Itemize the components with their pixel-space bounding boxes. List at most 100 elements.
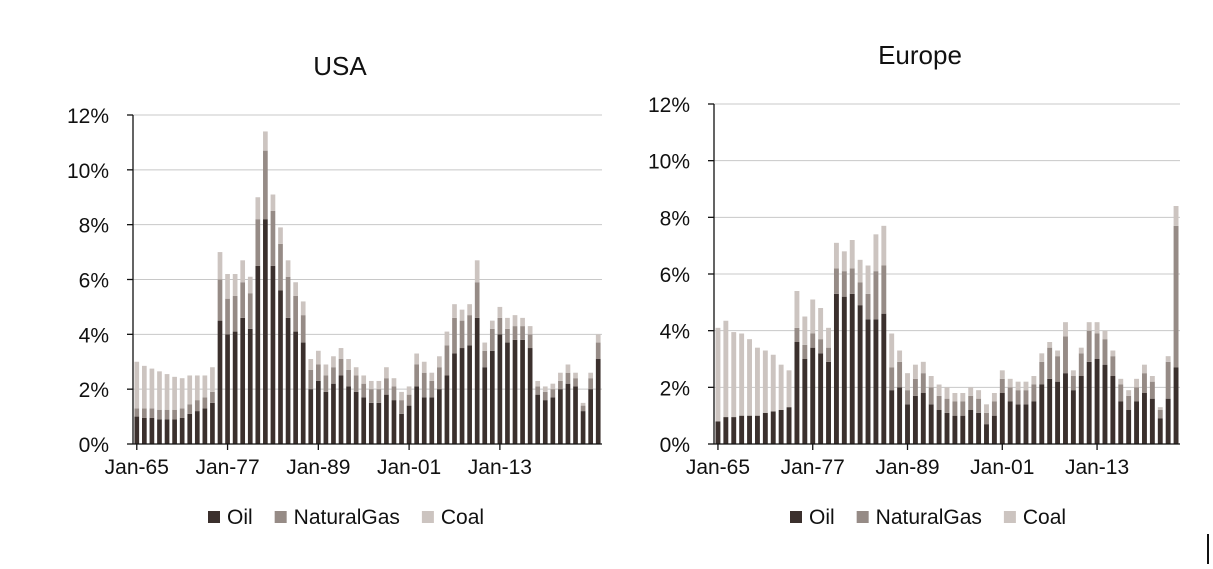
bar-segment-coal bbox=[897, 350, 903, 362]
bar-segment-oil bbox=[786, 407, 792, 444]
bar-segment-natural-gas bbox=[1086, 330, 1092, 362]
bar-segment-oil bbox=[1007, 401, 1013, 444]
bar-segment-natural-gas bbox=[991, 401, 997, 416]
bar-segment-coal bbox=[520, 317, 525, 327]
bar-segment-coal bbox=[747, 339, 752, 416]
bar-segment-oil bbox=[142, 417, 147, 444]
bar-segment-coal bbox=[542, 386, 548, 392]
bar-segment-natural-gas bbox=[881, 265, 887, 314]
bar-segment-coal bbox=[912, 364, 918, 379]
bar-segment-oil bbox=[952, 415, 958, 444]
bar-segment-coal bbox=[786, 370, 792, 408]
legend-swatch-oil bbox=[208, 511, 220, 523]
bar-segment-natural-gas bbox=[527, 334, 533, 349]
bar-segment-oil bbox=[1047, 378, 1053, 444]
bar-segment-natural-gas bbox=[1149, 381, 1155, 399]
bar-segment-oil bbox=[558, 389, 563, 444]
bar-segment-natural-gas bbox=[429, 380, 435, 398]
bar-segment-coal bbox=[414, 353, 420, 365]
bar-segment-coal bbox=[1023, 381, 1029, 391]
bar-segment-oil bbox=[897, 387, 903, 444]
bar-segment-oil bbox=[437, 389, 442, 444]
bar-segment-oil bbox=[984, 424, 989, 444]
bar-segment-natural-gas bbox=[293, 295, 298, 332]
bar-segment-coal bbox=[437, 356, 442, 368]
bar-segment-oil bbox=[936, 410, 942, 444]
bar-segment-natural-gas bbox=[897, 361, 903, 388]
bar-segment-coal bbox=[315, 350, 321, 365]
bar-segment-coal bbox=[715, 327, 721, 422]
bar-segment-coal bbox=[826, 327, 831, 348]
bar-segment-natural-gas bbox=[1063, 336, 1068, 374]
bar-segment-oil bbox=[202, 408, 208, 444]
bar-segment-natural-gas bbox=[361, 383, 367, 398]
bar-segment-natural-gas bbox=[437, 367, 442, 390]
y-tick-label: 12% bbox=[648, 94, 690, 117]
bar-segment-coal bbox=[1039, 353, 1045, 362]
bar-segment-coal bbox=[149, 368, 155, 409]
bar-segment-natural-gas bbox=[240, 282, 246, 318]
bar-segment-coal bbox=[1118, 378, 1124, 385]
bar-segment-coal bbox=[489, 320, 495, 329]
bar-segment-natural-gas bbox=[308, 369, 314, 390]
bar-segment-oil bbox=[1031, 401, 1037, 444]
bar-segment-coal bbox=[331, 356, 336, 368]
bar-segment-natural-gas bbox=[810, 333, 816, 348]
chart-europe: Europe 0% 2% 4% 6% 8% 10% 12% Jan-65 Jan-77 Jan-… bbox=[648, 40, 1180, 529]
bar-segment-natural-gas bbox=[595, 342, 601, 360]
bar-segment-oil bbox=[1173, 367, 1179, 444]
bar-segment-coal bbox=[1157, 407, 1163, 410]
bar-segment-natural-gas bbox=[512, 326, 518, 340]
bar-segment-oil bbox=[905, 404, 910, 444]
bar-segment-natural-gas bbox=[444, 345, 450, 376]
x-tick-label: Jan-77 bbox=[781, 456, 845, 479]
bar-segment-natural-gas bbox=[580, 405, 586, 412]
bar-segment-coal bbox=[225, 274, 230, 299]
bar-segment-oil bbox=[778, 410, 784, 444]
bar-segment-natural-gas bbox=[489, 328, 495, 351]
x-tick-label: Jan-01 bbox=[970, 456, 1034, 479]
bar-segment-coal bbox=[293, 282, 298, 296]
bar-segment-oil bbox=[1118, 401, 1124, 444]
bar-segment-natural-gas bbox=[179, 408, 185, 418]
legend-label: NaturalGas bbox=[876, 506, 982, 529]
bar-segment-natural-gas bbox=[1102, 339, 1108, 365]
bar-segment-coal bbox=[595, 334, 601, 343]
bar-segment-coal bbox=[164, 374, 170, 410]
bar-segment-coal bbox=[865, 265, 871, 294]
bar-segment-oil bbox=[794, 342, 800, 444]
legend-swatch-natural-gas bbox=[274, 511, 287, 523]
bar-segment-coal bbox=[991, 393, 997, 402]
bar-segment-oil bbox=[723, 417, 729, 444]
bar-segment-natural-gas bbox=[999, 378, 1005, 393]
bar-segment-coal bbox=[1078, 347, 1084, 354]
bar-segment-coal bbox=[210, 367, 215, 392]
bar-segment-oil bbox=[715, 421, 721, 444]
x-tick-label: Jan-01 bbox=[377, 456, 441, 479]
bar-segment-natural-gas bbox=[1142, 373, 1147, 393]
bar-segment-natural-gas bbox=[944, 398, 950, 413]
bar-segment-natural-gas bbox=[920, 373, 926, 393]
bar-segment-natural-gas bbox=[194, 400, 200, 412]
bar-segment-coal bbox=[857, 259, 863, 283]
bar-segment-natural-gas bbox=[794, 327, 800, 342]
bar-segment-coal bbox=[580, 402, 586, 406]
bar-segment-natural-gas bbox=[338, 359, 344, 376]
bar-segment-coal bbox=[818, 308, 824, 340]
bar-segment-oil bbox=[361, 397, 367, 444]
y-tick-label: 10% bbox=[67, 160, 109, 183]
bar-segment-oil bbox=[944, 412, 950, 444]
bar-segment-natural-gas bbox=[452, 317, 457, 354]
bar-segment-coal bbox=[976, 390, 982, 399]
x-tick-label: Jan-89 bbox=[875, 456, 939, 479]
bar-segment-oil bbox=[912, 395, 918, 444]
bar-segment-natural-gas bbox=[391, 386, 397, 401]
bar-segment-natural-gas bbox=[497, 317, 503, 335]
bar-segment-coal bbox=[384, 367, 389, 379]
bar-segment-natural-gas bbox=[1118, 384, 1124, 402]
bar-segment-oil bbox=[406, 405, 412, 444]
bar-segment-coal bbox=[849, 240, 855, 269]
bar-segment-coal bbox=[263, 131, 268, 151]
legend-label: Coal bbox=[441, 506, 484, 529]
bar-segment-natural-gas bbox=[1126, 395, 1132, 410]
